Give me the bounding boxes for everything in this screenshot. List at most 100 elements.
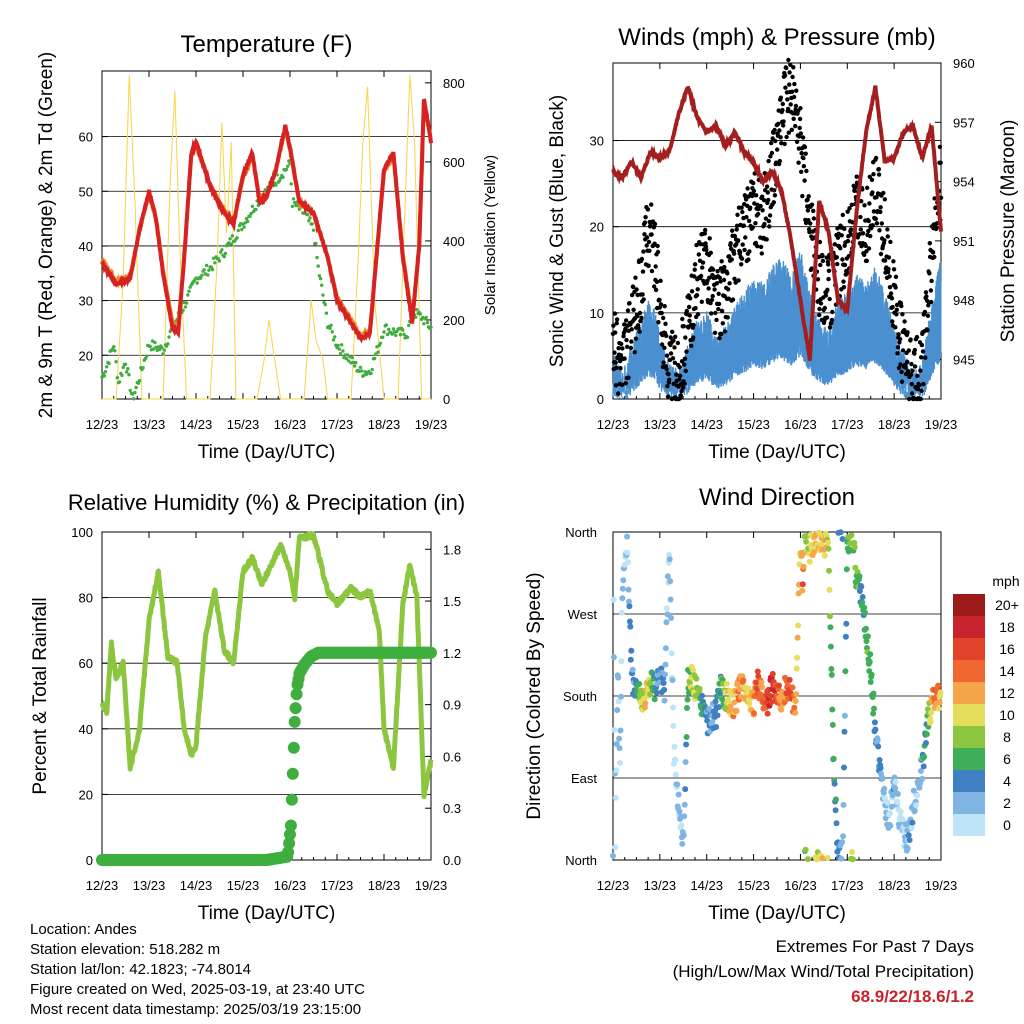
direction-point <box>843 620 850 627</box>
station-location: Location: Andes <box>30 921 137 938</box>
direction-point <box>628 647 635 654</box>
x-tick-label-3: 18/23 <box>878 878 911 893</box>
gust-point <box>886 255 892 260</box>
gust-point <box>766 158 771 164</box>
gust-point <box>900 348 906 353</box>
direction-point <box>663 605 670 612</box>
extremes-title: Extremes For Past 7 Days <box>775 937 974 956</box>
dewpoint-point <box>340 343 344 347</box>
temp-2m-line <box>100 98 433 344</box>
direction-point <box>794 634 801 641</box>
dewpoint-point <box>381 335 385 339</box>
y2-tick-label-2: 0.6 <box>443 749 461 764</box>
gust-point <box>623 318 629 323</box>
dewpoint-point <box>330 330 334 334</box>
direction-point <box>914 792 921 799</box>
y-tick-label-0: 50 <box>79 184 93 199</box>
gust-point <box>870 223 875 228</box>
dewpoint-point <box>195 281 199 285</box>
direction-point <box>612 844 619 851</box>
dewpoint-point <box>331 338 336 342</box>
gust-point <box>798 131 803 136</box>
gust-point <box>817 306 822 312</box>
gust-point <box>867 201 872 206</box>
gust-point <box>937 144 943 150</box>
gust-point <box>661 360 666 365</box>
gust-point <box>858 227 863 232</box>
direction-point <box>615 674 622 681</box>
x-tick-label-2: 13/23 <box>133 878 166 893</box>
gust-point <box>787 70 792 75</box>
gust-point <box>621 334 626 339</box>
gust-point <box>891 259 896 264</box>
dewpoint-point <box>134 385 138 390</box>
gust-point <box>709 311 714 316</box>
dewpoint-point <box>249 211 253 216</box>
direction-point <box>684 696 691 703</box>
direction-point <box>617 727 624 734</box>
gust-point <box>694 293 700 298</box>
gust-point <box>729 257 734 262</box>
gust-point <box>671 381 676 387</box>
direction-point <box>816 529 823 536</box>
gust-point <box>799 169 804 174</box>
direction-point <box>768 699 775 705</box>
gust-point <box>868 233 873 239</box>
gust-point <box>722 329 728 334</box>
gust-point <box>652 221 658 227</box>
y2-tick-label-2: 1.8 <box>443 542 461 557</box>
dewpoint-point <box>385 332 390 337</box>
gust-point <box>687 313 692 318</box>
y2-tick-label-1: 957 <box>953 115 975 130</box>
dewpoint-point <box>350 355 354 360</box>
direction-point <box>629 666 636 673</box>
gust-point <box>623 326 628 332</box>
gust-point <box>918 396 923 402</box>
gust-point <box>905 330 910 335</box>
gust-point <box>625 344 630 349</box>
dewpoint-point <box>113 349 117 353</box>
dewpoint-point <box>376 350 380 354</box>
direction-point <box>821 552 828 559</box>
gust-point <box>885 234 890 239</box>
gust-point <box>912 347 917 353</box>
gust-point <box>866 228 871 234</box>
gust-point <box>842 262 848 268</box>
direction-point <box>642 700 649 707</box>
gust-point <box>654 279 660 284</box>
gust-point <box>624 337 629 343</box>
y2-tick-label-1: 954 <box>953 175 975 190</box>
gust-point <box>653 287 659 293</box>
dewpoint-point <box>199 276 203 280</box>
gust-point <box>664 366 669 372</box>
gust-point <box>807 229 812 235</box>
dewpoint-point <box>117 380 122 384</box>
direction-point <box>667 578 674 585</box>
gust-point <box>878 251 884 257</box>
gust-point <box>784 65 789 71</box>
precip-point <box>290 688 303 701</box>
gust-point <box>788 102 793 107</box>
dewpoint-point <box>422 322 426 326</box>
gust-point <box>680 385 686 390</box>
gust-point <box>665 394 671 399</box>
gust-point <box>704 247 709 252</box>
dewpoint-point <box>112 345 116 349</box>
gust-point <box>786 57 791 63</box>
gust-point <box>682 362 687 367</box>
gust-point <box>714 281 719 286</box>
colorbar-swatch <box>953 814 985 836</box>
gust-point <box>794 139 800 144</box>
gust-point <box>928 288 934 293</box>
direction-point <box>864 633 871 640</box>
gust-point <box>644 235 650 240</box>
gust-point <box>716 291 721 296</box>
direction-point <box>613 767 620 774</box>
gust-point <box>785 106 791 112</box>
gust-point <box>925 313 931 318</box>
direction-point <box>887 822 894 829</box>
gust-point <box>612 311 618 316</box>
gust-point <box>721 277 727 283</box>
gust-point <box>923 355 928 360</box>
